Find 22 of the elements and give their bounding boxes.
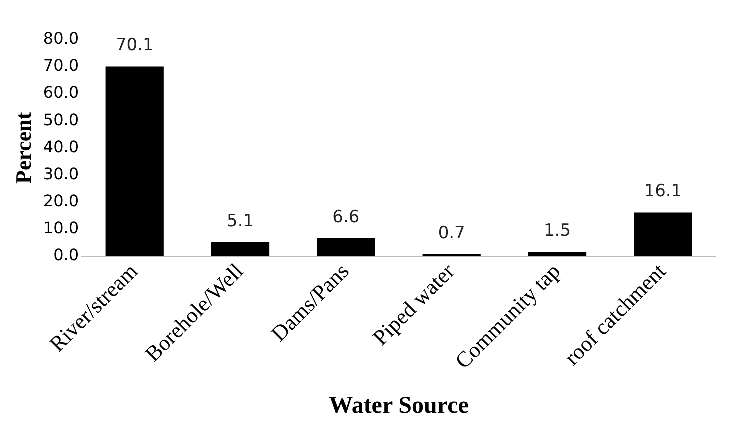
y-tick-label: 50.0 xyxy=(43,110,80,130)
data-label: 16.1 xyxy=(644,182,682,202)
y-tick-label: 60.0 xyxy=(43,83,80,102)
y-axis-title: Percent xyxy=(10,112,36,184)
bar xyxy=(528,252,587,256)
y-tick-label: 80.0 xyxy=(43,29,80,48)
x-axis-title: Water Source xyxy=(329,392,470,419)
y-tick-label: 20.0 xyxy=(43,191,80,210)
y-tick-label: 30.0 xyxy=(43,164,80,184)
data-label: 70.1 xyxy=(116,36,154,56)
bar xyxy=(106,66,164,256)
bar xyxy=(634,212,692,256)
y-tick-label: 0.0 xyxy=(54,245,80,264)
data-label: 0.7 xyxy=(438,223,466,244)
bar xyxy=(317,238,376,256)
data-label: 1.5 xyxy=(544,221,572,242)
y-tick-label: 40.0 xyxy=(43,137,80,156)
data-label: 6.6 xyxy=(332,207,360,228)
y-tick-label: 10.0 xyxy=(43,218,80,238)
bar xyxy=(211,242,270,256)
data-label: 5.1 xyxy=(226,211,254,232)
y-tick-label: 70.0 xyxy=(43,56,80,76)
